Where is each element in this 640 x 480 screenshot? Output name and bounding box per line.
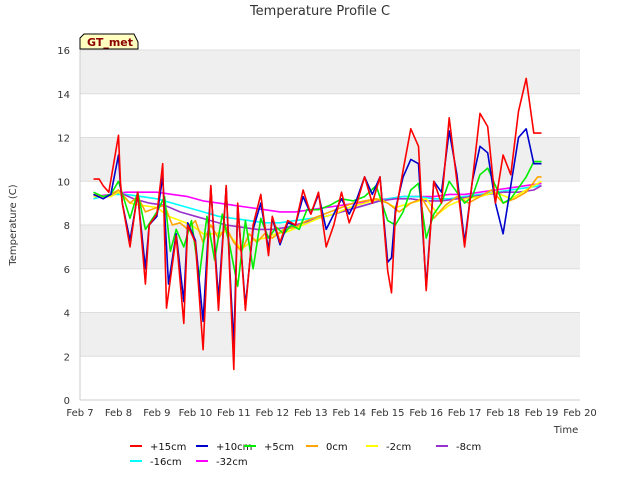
x-tick-label: Feb 20 (563, 408, 597, 419)
x-tick-label: Feb 8 (105, 408, 132, 419)
chart-title: Temperature Profile C (249, 4, 390, 19)
legend-label: -32cm (216, 457, 248, 468)
series-line-32cm (93, 182, 542, 213)
x-tick-label: Feb 18 (486, 408, 520, 419)
badge-label: GT_met (87, 36, 133, 49)
legend-label: 0cm (326, 442, 348, 453)
y-axis-title: Temperature (C) (8, 184, 19, 266)
y-tick-label: 2 (64, 352, 70, 363)
x-tick-label: Feb 12 (256, 408, 290, 419)
y-tick-label: 10 (57, 177, 70, 188)
y-tick-label: 16 (57, 46, 70, 57)
y-tick-label: 4 (64, 309, 70, 320)
legend-label: +5cm (264, 442, 294, 453)
y-tick-label: 12 (57, 134, 70, 145)
series-line-5cm (93, 160, 542, 288)
x-tick-label: Feb 16 (409, 408, 443, 419)
legend-label: -8cm (456, 442, 481, 453)
grid-band (80, 225, 580, 269)
legend-label: +10cm (216, 442, 252, 453)
y-tick-label: 6 (64, 265, 70, 276)
gt-met-badge: GT_met (79, 33, 139, 50)
legend-label: +15cm (150, 442, 186, 453)
x-tick-label: Feb 15 (371, 408, 405, 419)
legend: +15cm +10cm +5cm 0cm -2cm -8cm -16cm -32cm (130, 442, 481, 468)
x-axis-title: Time (553, 425, 578, 436)
y-tick-label: 14 (57, 90, 70, 101)
x-tick-label: Feb 17 (448, 408, 482, 419)
x-axis-ticks: Feb 7 Feb 8 Feb 9 Feb 10 Feb 11 Feb 12 Feb 13 F… (66, 408, 596, 419)
x-tick-label: Feb 13 (294, 408, 328, 419)
series-line-16cm (93, 184, 542, 224)
x-tick-label: Feb 10 (179, 408, 213, 419)
x-tick-label: Feb 14 (332, 408, 366, 419)
grid-band (80, 50, 580, 94)
y-tick-label: 8 (64, 221, 70, 232)
x-tick-label: Feb 7 (66, 408, 93, 419)
x-tick-label: Feb 11 (217, 408, 251, 419)
plot-background (79, 49, 580, 401)
x-tick-label: Feb 19 (525, 408, 559, 419)
grid-band (80, 312, 580, 357)
y-tick-label: 0 (64, 396, 70, 407)
series-lines (93, 77, 542, 371)
legend-label: -16cm (150, 457, 182, 468)
y-axis-ticks: 0 2 4 6 8 10 12 14 16 (57, 46, 70, 407)
x-tick-label: Feb 9 (143, 408, 170, 419)
legend-label: -2cm (386, 442, 411, 453)
series-line-15cm (93, 77, 542, 371)
